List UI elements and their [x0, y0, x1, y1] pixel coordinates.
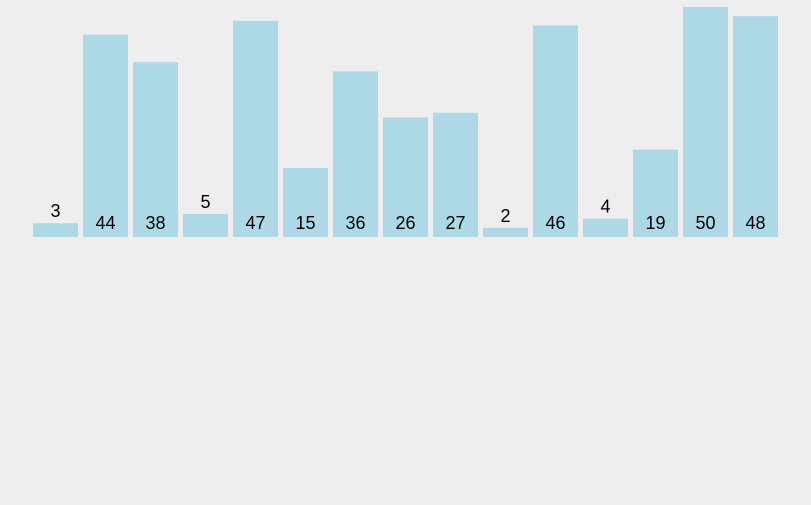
bar [183, 214, 228, 237]
bar [383, 117, 428, 237]
data-label: 19 [645, 213, 665, 233]
bar [483, 227, 528, 237]
data-label: 50 [695, 213, 715, 233]
data-label: 5 [200, 192, 210, 212]
data-label: 44 [95, 213, 115, 233]
data-label: 48 [745, 213, 765, 233]
data-label: 36 [345, 213, 365, 233]
data-label: 38 [145, 213, 165, 233]
bar [633, 149, 678, 237]
data-label: 4 [600, 197, 610, 217]
data-label: 27 [445, 213, 465, 233]
bar [83, 34, 128, 237]
bar [683, 7, 728, 237]
bar [233, 20, 278, 237]
bar [133, 62, 178, 238]
data-label: 46 [545, 213, 565, 233]
data-label: 15 [295, 213, 315, 233]
bar [433, 112, 478, 237]
bar [733, 16, 778, 238]
data-label: 2 [500, 206, 510, 226]
bar [333, 71, 378, 238]
bar [283, 168, 328, 237]
bar [33, 223, 78, 237]
bar [583, 218, 628, 237]
data-label: 3 [50, 201, 60, 221]
data-label: 26 [395, 213, 415, 233]
bar [533, 25, 578, 238]
data-label: 47 [245, 213, 265, 233]
